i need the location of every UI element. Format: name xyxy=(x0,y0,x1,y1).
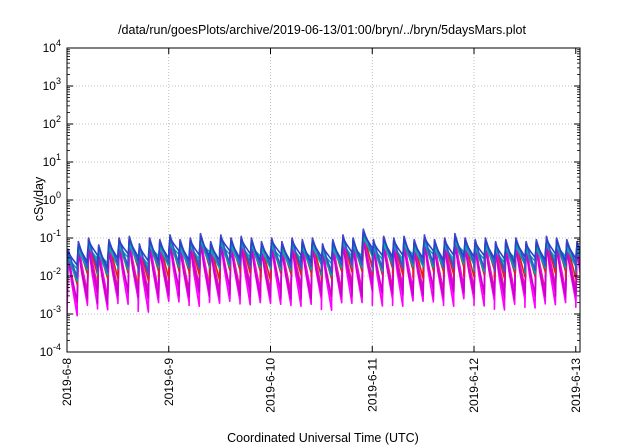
x-tick-label: 2019-6-13 xyxy=(569,358,583,413)
y-tick-label: 102 xyxy=(43,114,61,131)
y-axis-label: cSv/day xyxy=(32,176,46,221)
x-axis-label: Coordinated Universal Time (UTC) xyxy=(227,431,419,445)
plot-frame xyxy=(66,47,581,353)
y-tick-label: 10-2 xyxy=(40,266,61,283)
y-tick-label: 101 xyxy=(43,152,61,169)
y-tick-label: 104 xyxy=(43,38,61,55)
x-tick-label: 2019-6-12 xyxy=(467,358,481,413)
series-line xyxy=(67,231,580,269)
y-axis: 10-4 10-3 10-2 10-1 100 101 102 103 104 xyxy=(40,38,580,359)
grid xyxy=(67,48,580,352)
x-tick-label: 2019-6-8 xyxy=(60,358,74,406)
y-tick-label: 10-3 xyxy=(40,304,61,321)
x-tick-label: 2019-6-9 xyxy=(162,358,176,406)
y-tick-label: 10-4 xyxy=(40,342,61,359)
x-tick-label: 2019-6-10 xyxy=(264,358,278,413)
plot-area xyxy=(67,228,580,317)
y-tick-label: 100 xyxy=(43,190,61,207)
y-tick-label: 10-1 xyxy=(40,228,61,245)
y-tick-label: 103 xyxy=(43,76,61,93)
chart-title: /data/run/goesPlots/archive/2019-06-13/0… xyxy=(118,23,526,37)
x-axis: 2019-6-8 2019-6-9 2019-6-10 2019-6-11 2019-6… xyxy=(60,48,583,413)
x-tick-label: 2019-6-11 xyxy=(365,358,379,412)
